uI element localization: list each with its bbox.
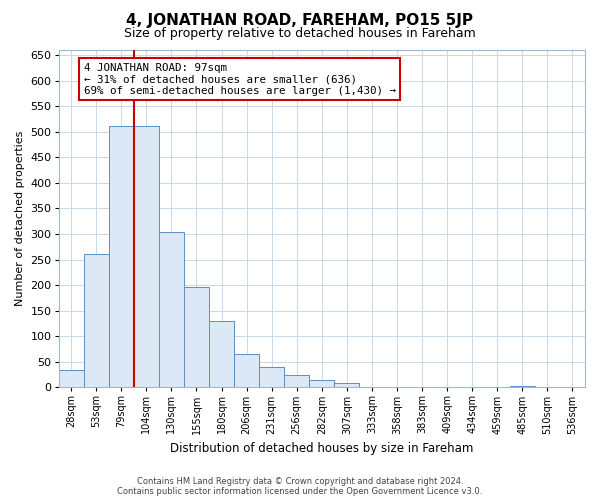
Bar [510,386,535,388]
Bar [109,126,134,388]
Bar [284,375,309,388]
X-axis label: Distribution of detached houses by size in Fareham: Distribution of detached houses by size … [170,442,473,455]
Bar [385,387,410,388]
Bar [259,367,284,388]
Bar [59,370,83,388]
Text: 4 JONATHAN ROAD: 97sqm
← 31% of detached houses are smaller (636)
69% of semi-de: 4 JONATHAN ROAD: 97sqm ← 31% of detached… [83,63,395,96]
Bar [359,387,385,388]
Bar [184,286,209,388]
Text: Size of property relative to detached houses in Fareham: Size of property relative to detached ho… [124,28,476,40]
Bar [309,380,334,388]
Bar [560,387,585,388]
Bar [234,354,259,388]
Bar [159,232,184,388]
Text: Contains HM Land Registry data © Crown copyright and database right 2024.
Contai: Contains HM Land Registry data © Crown c… [118,476,482,496]
Y-axis label: Number of detached properties: Number of detached properties [15,131,25,306]
Bar [334,384,359,388]
Bar [209,321,234,388]
Text: 4, JONATHAN ROAD, FAREHAM, PO15 5JP: 4, JONATHAN ROAD, FAREHAM, PO15 5JP [127,12,473,28]
Bar [83,254,109,388]
Bar [134,126,159,388]
